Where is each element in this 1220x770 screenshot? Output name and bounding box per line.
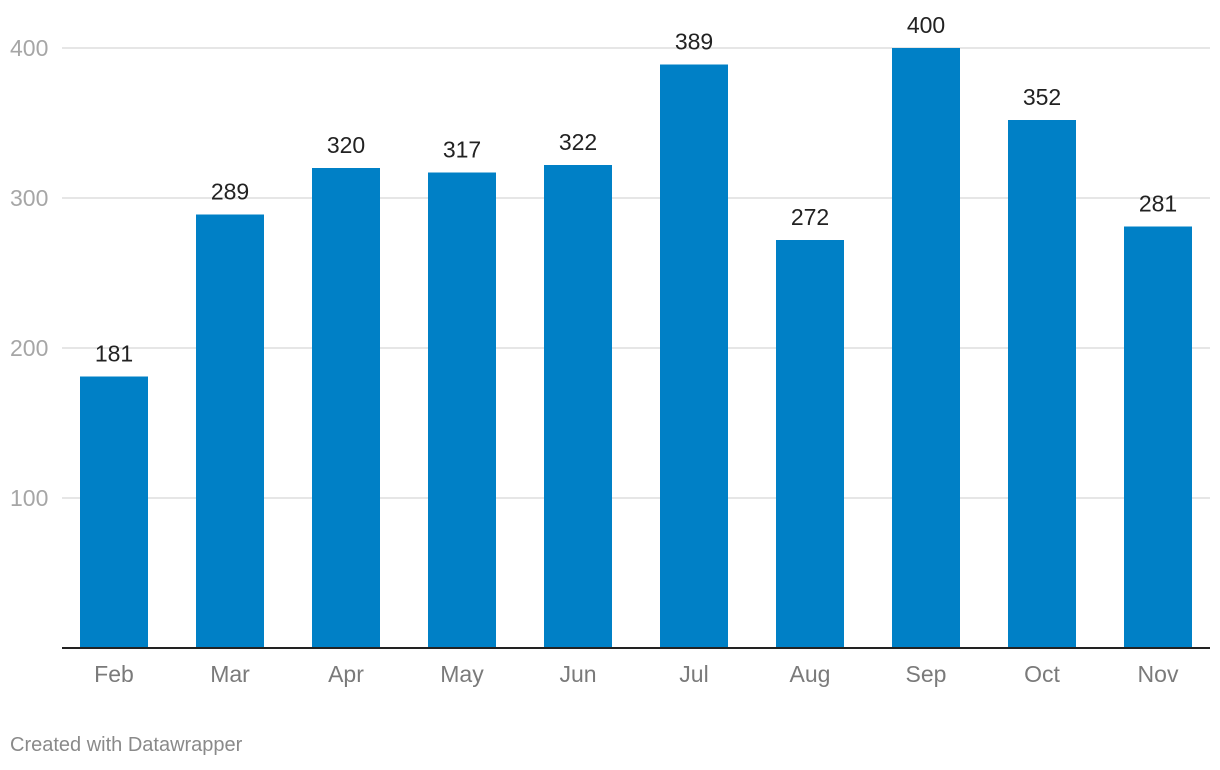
bar-aug: [776, 240, 844, 648]
y-tick-label: 400: [10, 35, 48, 61]
x-tick-label: Jun: [559, 661, 596, 687]
bar-value-label: 400: [907, 12, 945, 38]
bar-value-label: 322: [559, 129, 597, 155]
x-tick-label: Mar: [210, 661, 250, 687]
bars: [80, 48, 1192, 648]
x-tick-label: Oct: [1024, 661, 1060, 687]
bar-oct: [1008, 120, 1076, 648]
credit-text: Created with Datawrapper: [10, 734, 243, 756]
bar-mar: [196, 214, 264, 648]
y-axis-tick-labels: 100 200 300 400: [10, 35, 48, 511]
x-tick-label: Nov: [1138, 661, 1179, 687]
bar-value-label: 272: [791, 204, 829, 230]
bar-value-labels: 181 289 320 317 322 389 272 400 352 281: [95, 12, 1177, 367]
x-tick-label: Feb: [94, 661, 134, 687]
x-tick-label: Aug: [790, 661, 831, 687]
y-tick-label: 200: [10, 335, 48, 361]
bar-nov: [1124, 226, 1192, 648]
bar-may: [428, 172, 496, 648]
x-tick-label: Sep: [906, 661, 947, 687]
bar-jun: [544, 165, 612, 648]
bar-apr: [312, 168, 380, 648]
x-tick-label: Jul: [679, 661, 708, 687]
x-axis-tick-labels: Feb Mar Apr May Jun Jul Aug Sep Oct Nov: [94, 661, 1179, 687]
bar-feb: [80, 376, 148, 648]
bar-value-label: 389: [675, 29, 713, 55]
x-tick-label: Apr: [328, 661, 364, 687]
x-tick-label: May: [440, 661, 484, 687]
bar-sep: [892, 48, 960, 648]
bar-value-label: 317: [443, 137, 481, 163]
y-tick-label: 300: [10, 185, 48, 211]
bar-jul: [660, 64, 728, 648]
bar-value-label: 181: [95, 341, 133, 367]
bar-value-label: 320: [327, 132, 365, 158]
bar-value-label: 289: [211, 179, 249, 205]
y-tick-label: 100: [10, 485, 48, 511]
bar-value-label: 281: [1139, 191, 1177, 217]
bar-value-label: 352: [1023, 84, 1061, 110]
